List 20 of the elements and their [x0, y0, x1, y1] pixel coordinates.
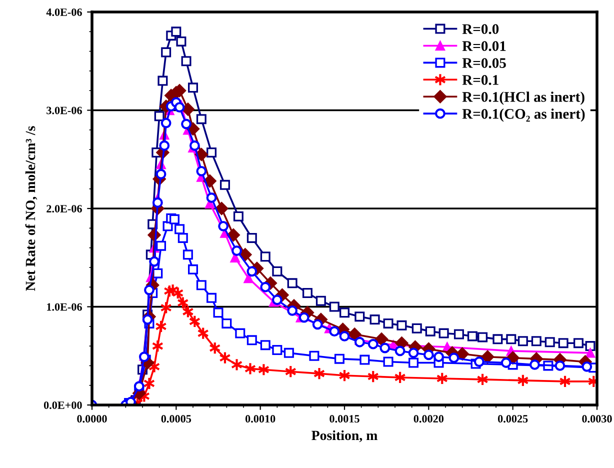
y-tick-label: 1.0E-06 [47, 303, 82, 311]
legend-label: R=0.01 [462, 41, 506, 52]
legend-label: R=0.1 [462, 75, 498, 85]
legend-label: R=0.1(CO₂ as inert) [462, 108, 585, 122]
y-axis-title: Net Rate of NO, mole/cm³ /s [25, 126, 38, 291]
x-tick-label: 0.0015 [330, 415, 360, 423]
x-tick-label: 0.0030 [582, 415, 612, 423]
y-tick-label: 2.0E-06 [46, 204, 82, 213]
y-tick-label: 0.0E+00 [44, 401, 82, 410]
x-tick-label: 0.0020 [414, 415, 444, 423]
legend-label: R=0.0 [462, 24, 499, 34]
x-tick-label: 0.0005 [161, 415, 192, 423]
x-tick-label: 0.0025 [498, 415, 528, 423]
x-axis-title: Position, m [312, 430, 378, 442]
legend-label: R=0.1(HCl as inert) [462, 92, 584, 105]
x-tick-label: 0.0010 [245, 415, 276, 423]
y-tick-label: 4.0E-06 [46, 8, 82, 16]
legend-label: R=0.05 [462, 58, 506, 68]
x-tick-label: 0.0000 [77, 415, 107, 423]
y-tick-label: 3.0E-06 [46, 106, 82, 114]
